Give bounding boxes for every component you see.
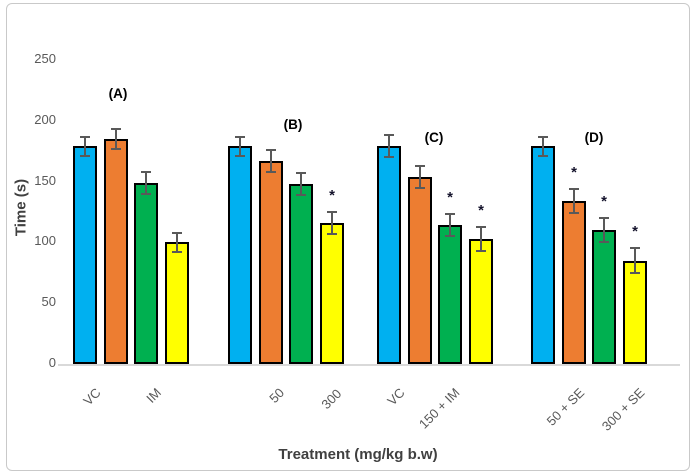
error-bar-cap: [141, 170, 151, 173]
significance-asterisk: *: [601, 193, 607, 211]
group-label: (B): [283, 117, 303, 132]
error-bar: [573, 188, 575, 214]
error-bar: [239, 136, 241, 157]
bar: [531, 146, 555, 364]
error-bar-cap: [445, 213, 455, 216]
group-label: (C): [424, 130, 444, 145]
figure-border: [6, 3, 690, 471]
y-tick-label: 50: [41, 294, 56, 310]
group-label: (D): [584, 130, 604, 145]
error-bar-cap: [476, 225, 486, 228]
significance-asterisk: *: [329, 187, 335, 204]
error-bar-cap: [538, 155, 548, 158]
error-bar-cap: [141, 192, 151, 195]
error-bar-cap: [111, 147, 121, 150]
bar: [320, 222, 344, 364]
error-bar: [634, 248, 636, 273]
error-bar: [331, 212, 333, 234]
y-axis-title: Time (s): [12, 178, 30, 237]
bar: [104, 139, 128, 364]
error-bar-cap: [296, 172, 306, 175]
error-bar-cap: [266, 148, 276, 151]
error-bar-cap: [415, 164, 425, 167]
group-label: (A): [108, 86, 128, 101]
error-bar: [176, 232, 178, 253]
error-bar: [270, 149, 272, 172]
x-axis-line: [58, 364, 680, 366]
error-bar-cap: [384, 156, 394, 159]
error-bar: [480, 226, 482, 251]
significance-asterisk: *: [478, 201, 484, 219]
y-tick-label: 150: [34, 172, 56, 188]
x-axis-title: Treatment (mg/kg b.w): [278, 446, 438, 463]
bar: [165, 242, 189, 364]
error-bar: [388, 135, 390, 158]
bar: [562, 201, 586, 364]
bar: [289, 184, 313, 364]
error-bar-cap: [296, 193, 306, 196]
error-bar: [419, 165, 421, 188]
error-bar: [300, 173, 302, 195]
y-tick-label: 200: [34, 111, 56, 127]
error-bar-cap: [599, 241, 609, 244]
error-bar-cap: [445, 235, 455, 238]
error-bar: [84, 136, 86, 157]
bar: [469, 238, 493, 364]
error-bar: [603, 218, 605, 243]
error-bar-cap: [415, 186, 425, 189]
y-tick-label: 0: [48, 355, 56, 370]
error-bar-cap: [172, 251, 182, 254]
error-bar-cap: [569, 212, 579, 215]
significance-asterisk: *: [447, 189, 453, 207]
bar: [259, 160, 283, 364]
error-bar-cap: [235, 135, 245, 138]
error-bar-cap: [235, 155, 245, 158]
error-bar-cap: [172, 231, 182, 234]
error-bar: [145, 171, 147, 194]
error-bar-cap: [630, 271, 640, 274]
bar: [134, 182, 158, 364]
error-bar-cap: [327, 232, 337, 235]
error-bar-cap: [599, 217, 609, 220]
y-tick-label: 100: [34, 233, 56, 249]
error-bar-cap: [630, 247, 640, 250]
error-bar: [115, 129, 117, 149]
significance-asterisk: *: [632, 223, 638, 241]
significance-asterisk: *: [571, 163, 577, 181]
error-bar-cap: [569, 187, 579, 190]
error-bar-cap: [80, 135, 90, 138]
y-tick-label: 250: [34, 51, 56, 66]
error-bar-cap: [476, 249, 486, 252]
bar: [592, 230, 616, 364]
error-bar-cap: [80, 155, 90, 158]
error-bar-cap: [111, 128, 121, 131]
error-bar-cap: [327, 211, 337, 213]
bar: [73, 146, 97, 364]
error-bar: [449, 214, 451, 237]
bar: [377, 146, 401, 364]
bar: [623, 260, 647, 364]
error-bar-cap: [384, 134, 394, 137]
error-bar-cap: [538, 135, 548, 138]
bar: [228, 146, 252, 364]
bar: [438, 225, 462, 364]
bar: [408, 176, 432, 364]
error-bar-cap: [266, 170, 276, 173]
error-bar: [542, 136, 544, 157]
